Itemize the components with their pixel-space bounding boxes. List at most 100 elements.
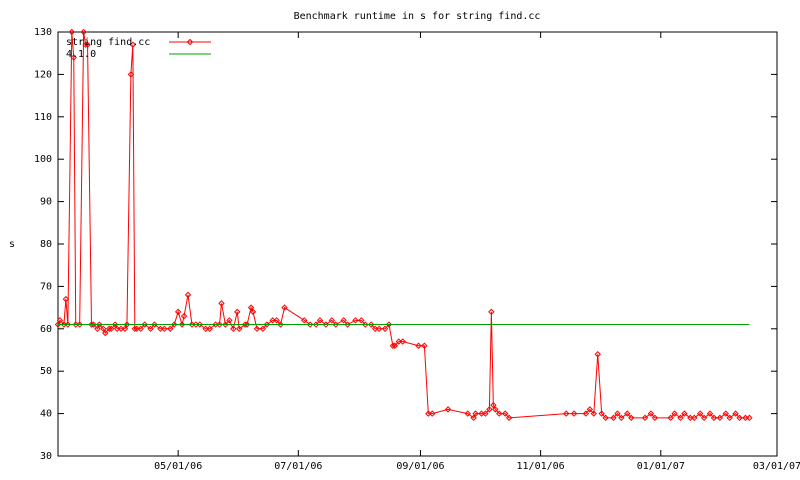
data-point <box>610 414 617 422</box>
data-point <box>696 410 704 417</box>
data-point <box>726 414 733 422</box>
data-point <box>340 317 347 324</box>
data-point <box>64 321 72 328</box>
data-point <box>486 406 493 413</box>
data-point <box>344 321 351 328</box>
data-point <box>94 325 101 333</box>
y-axis-label: s <box>9 239 15 250</box>
data-point <box>464 410 471 417</box>
y-tick-label: 80 <box>40 239 52 250</box>
data-point <box>263 321 271 328</box>
data-point <box>375 325 383 333</box>
x-tick-label: 07/01/06 <box>274 461 322 472</box>
data-point <box>444 406 452 413</box>
y-tick-label: 130 <box>34 27 52 38</box>
y-tick-label: 60 <box>40 324 52 335</box>
data-point <box>722 410 729 417</box>
data-point <box>482 410 489 417</box>
data-point <box>247 304 255 311</box>
data-point <box>732 410 739 417</box>
data-point <box>624 410 631 417</box>
data-point <box>582 410 590 417</box>
data-point <box>56 317 64 324</box>
legend-swatch-point <box>186 38 194 46</box>
x-tick-label: 09/01/06 <box>396 461 444 472</box>
series-line <box>57 31 750 419</box>
data-point <box>273 317 280 324</box>
data-point <box>147 325 154 333</box>
x-tick-label: 01/01/07 <box>637 461 685 472</box>
data-point <box>84 41 91 48</box>
data-point <box>82 41 89 48</box>
data-point <box>598 410 605 417</box>
data-point <box>641 414 649 422</box>
data-point <box>301 317 308 324</box>
y-tick-label: 40 <box>40 409 52 420</box>
data-point <box>570 410 578 417</box>
data-point <box>161 325 168 333</box>
data-point <box>628 414 635 422</box>
data-point <box>100 325 107 333</box>
data-point <box>127 71 135 78</box>
data-point <box>470 414 477 422</box>
data-point <box>196 321 204 328</box>
data-point <box>647 410 655 417</box>
data-point <box>102 329 109 337</box>
data-point <box>88 321 95 328</box>
data-point <box>671 410 678 417</box>
data-point <box>389 342 397 349</box>
y-tick-label: 90 <box>40 197 52 208</box>
data-point <box>141 321 148 328</box>
data-point <box>277 321 284 328</box>
data-point <box>667 414 674 422</box>
data-point <box>362 321 369 328</box>
data-point <box>68 28 75 36</box>
x-tick-label: 03/01/07 <box>753 461 800 472</box>
data-point <box>107 325 115 333</box>
y-tick-label: 70 <box>40 281 52 292</box>
data-point <box>399 338 406 345</box>
data-point <box>76 321 83 328</box>
data-point <box>151 321 158 328</box>
data-point <box>328 317 336 324</box>
y-tick-label: 50 <box>40 366 52 377</box>
data-point <box>381 325 389 333</box>
data-point <box>167 325 174 333</box>
data-point <box>472 410 479 417</box>
x-tick-label: 11/01/06 <box>517 461 565 472</box>
data-point <box>234 308 241 316</box>
data-point <box>184 291 192 299</box>
data-point <box>111 321 119 328</box>
data-point <box>614 410 621 417</box>
data-point <box>236 325 243 333</box>
data-point <box>222 321 229 328</box>
data-point <box>602 414 609 422</box>
data-point <box>178 321 186 328</box>
data-point <box>332 321 339 328</box>
data-point <box>716 414 724 422</box>
data-point <box>180 312 188 320</box>
data-point <box>249 308 257 316</box>
data-point <box>586 406 594 413</box>
data-point <box>226 317 233 324</box>
data-point <box>691 414 698 422</box>
data-point <box>131 325 139 333</box>
y-tick-label: 30 <box>40 451 52 462</box>
data-point <box>96 321 103 328</box>
data-point <box>700 414 708 422</box>
data-point <box>281 304 288 311</box>
data-point <box>501 410 509 417</box>
data-point <box>123 321 131 328</box>
data-point <box>129 41 137 48</box>
data-point <box>174 308 182 316</box>
y-tick-label: 110 <box>34 112 52 123</box>
data-point <box>322 321 330 328</box>
data-point <box>421 342 428 349</box>
data-point <box>490 401 497 409</box>
data-point <box>206 325 213 333</box>
chart-title: Benchmark runtime in s for string find.c… <box>294 11 541 22</box>
data-point <box>706 410 714 417</box>
data-point <box>492 406 499 413</box>
data-point <box>312 321 320 328</box>
